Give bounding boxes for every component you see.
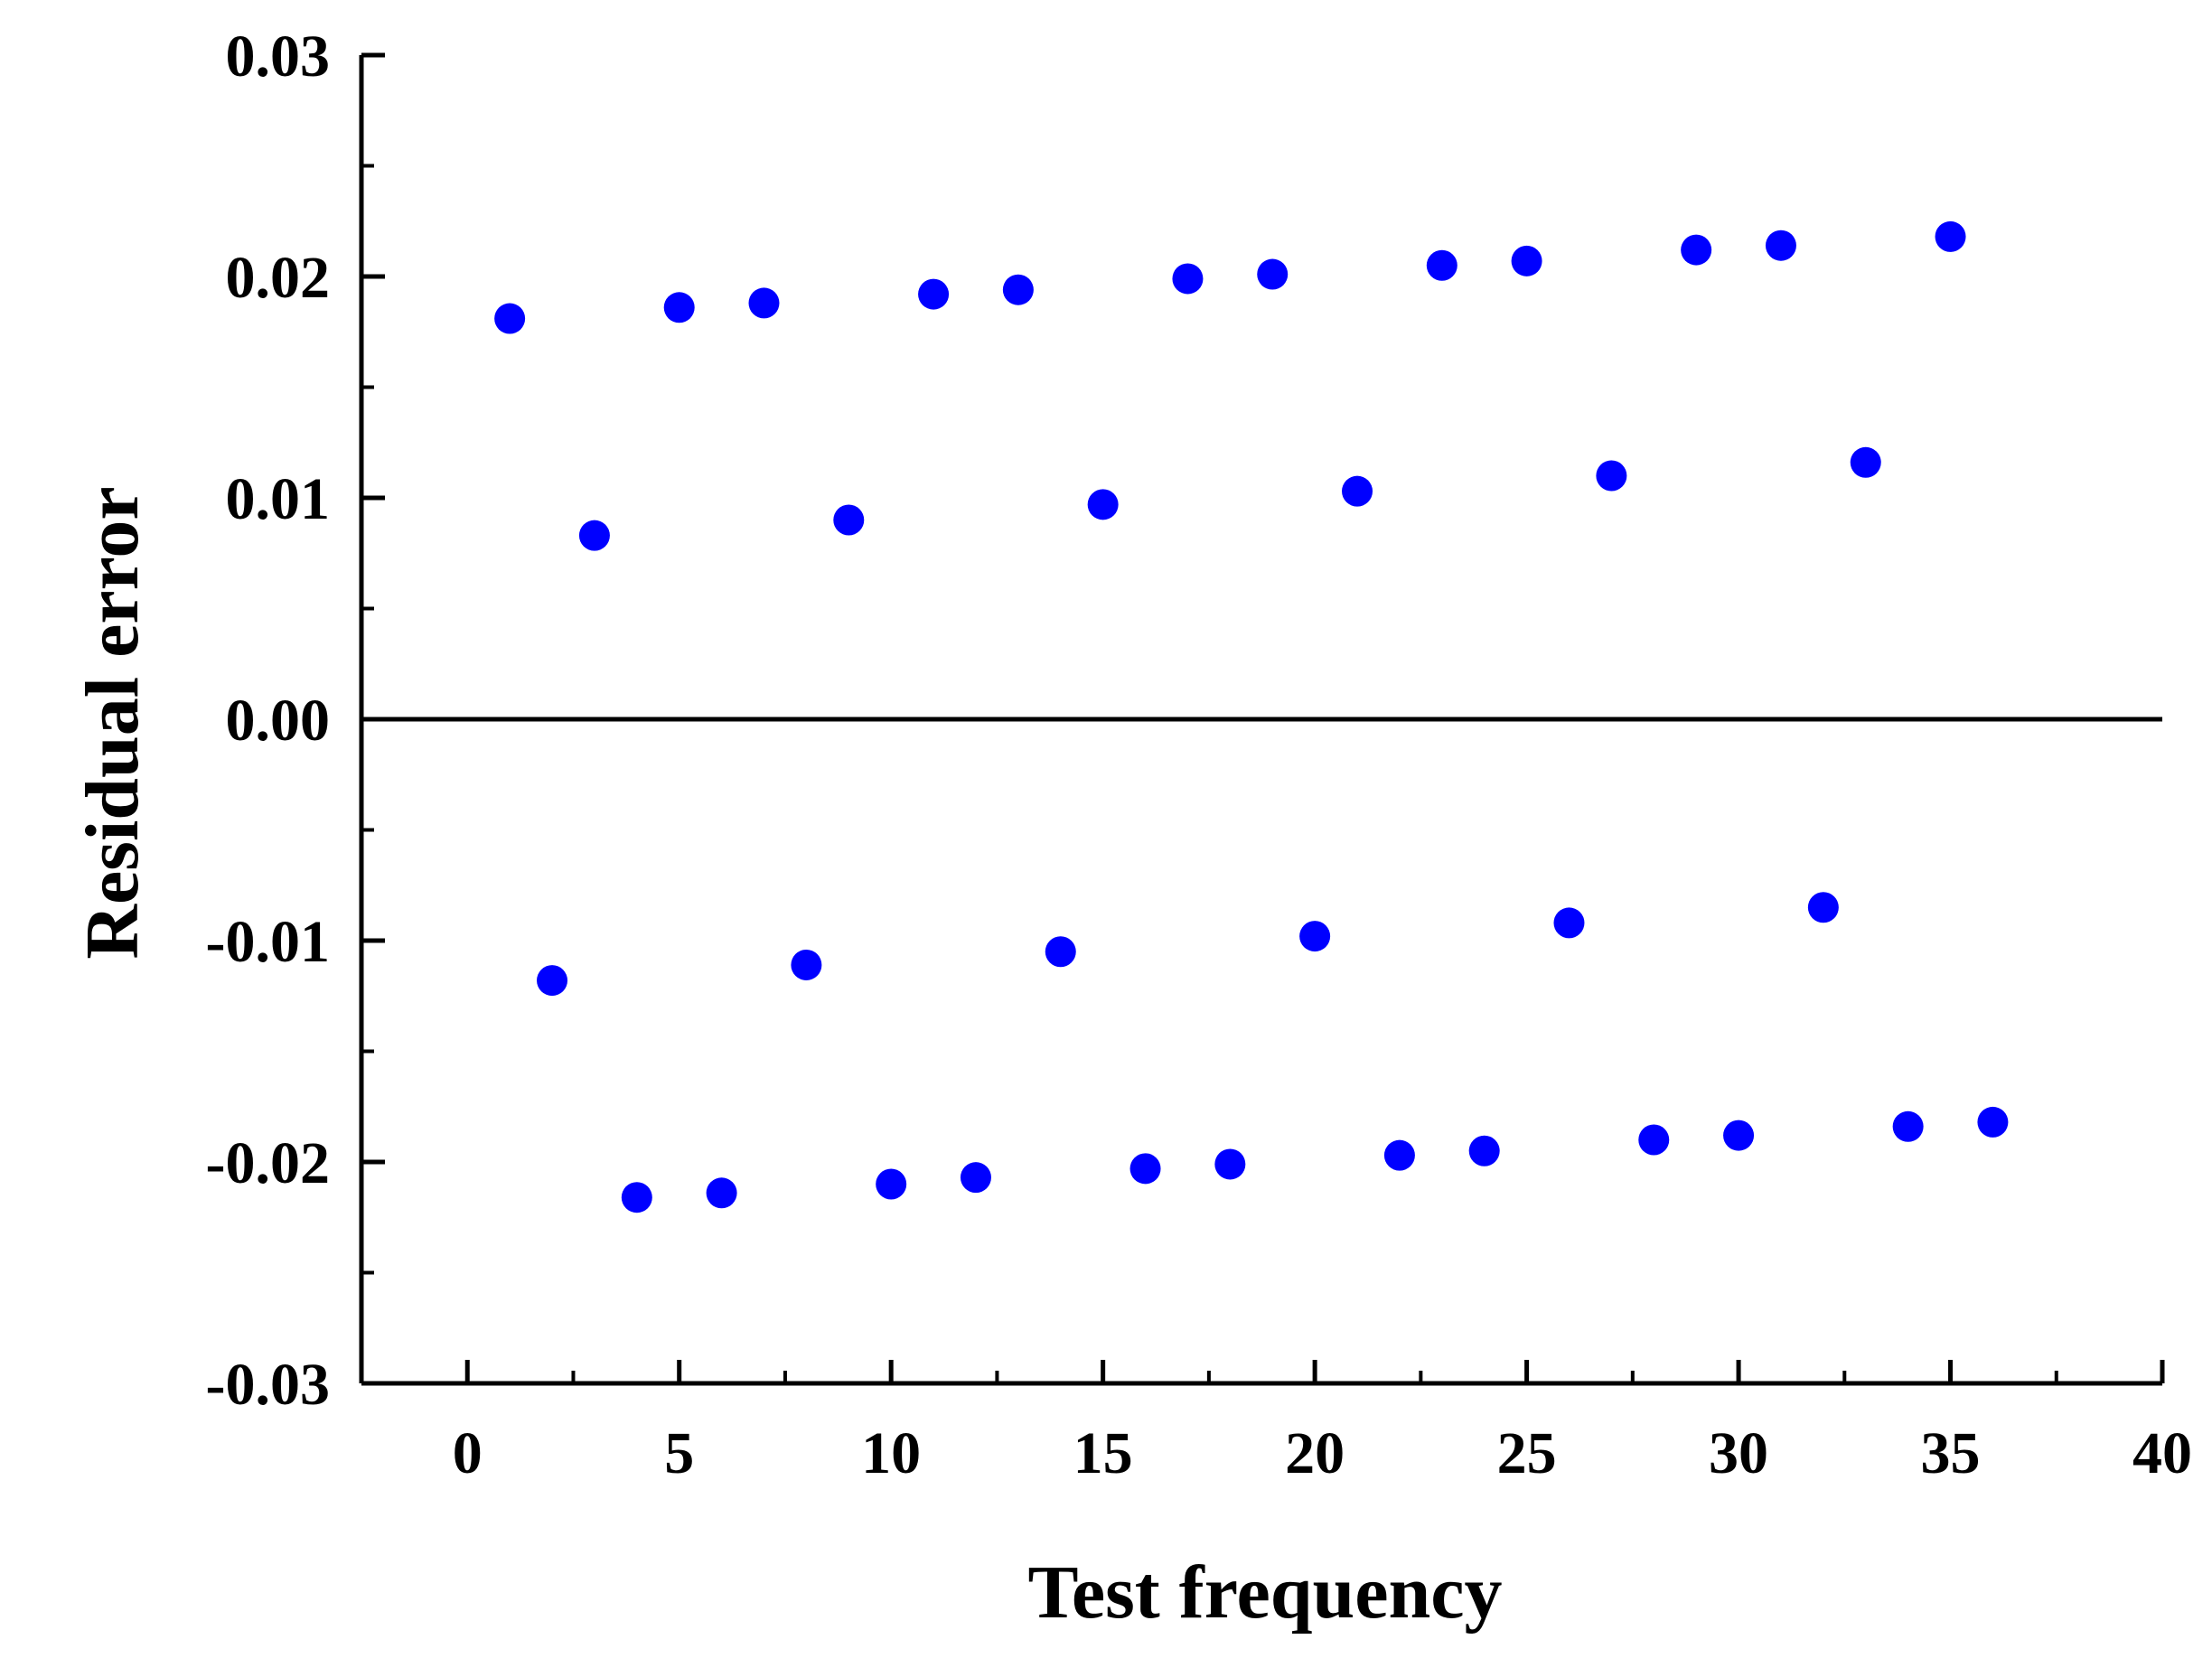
x-tick-label: 25 (1497, 1420, 1557, 1486)
data-point (1383, 1139, 1415, 1171)
data-point (748, 287, 780, 319)
data-point (1087, 489, 1119, 520)
y-tick-label: -0.01 (206, 909, 330, 975)
data-point (1299, 921, 1331, 952)
data-point (1342, 475, 1373, 507)
y-tick-label: 0.02 (226, 245, 331, 311)
x-tick-label: 5 (664, 1420, 694, 1486)
data-point (1807, 892, 1839, 923)
y-tick-label: 0.01 (226, 466, 331, 532)
data-points (494, 220, 2009, 1213)
x-tick-label: 40 (2132, 1420, 2192, 1486)
data-point (1129, 1153, 1161, 1185)
data-point (537, 965, 568, 997)
data-point (833, 504, 865, 536)
data-point (876, 1168, 907, 1200)
data-point (1638, 1124, 1670, 1156)
data-point (1002, 274, 1034, 305)
x-tick-label: 35 (1921, 1420, 1981, 1486)
data-point (494, 303, 526, 334)
data-point (1681, 234, 1712, 266)
data-point (706, 1177, 737, 1209)
y-axis-title: Residual error (70, 486, 155, 959)
data-point (1765, 230, 1796, 261)
ticks: 0 5 10 15 20 25 30 35 40 -0.03 -0.02 -0.01 0.00 0.01 0… (206, 23, 2192, 1486)
data-point (578, 520, 610, 551)
data-point (621, 1182, 652, 1213)
y-tick-label: -0.03 (206, 1352, 330, 1418)
x-tick-label: 30 (1709, 1420, 1768, 1486)
x-tick-label: 20 (1285, 1420, 1345, 1486)
y-tick-label: -0.02 (206, 1130, 330, 1196)
x-tick-label: 10 (861, 1420, 921, 1486)
data-point (1892, 1110, 1924, 1142)
data-point (1257, 258, 1289, 290)
y-tick-label: 0.03 (226, 23, 331, 89)
data-point (1553, 907, 1585, 939)
data-point (791, 949, 822, 980)
x-axis-title: Test frequency (1028, 1551, 1503, 1635)
x-tick-label: 15 (1073, 1420, 1133, 1486)
data-point (1935, 220, 1966, 252)
data-point (663, 292, 695, 323)
data-point (1850, 446, 1881, 478)
data-point (1214, 1148, 1246, 1180)
data-point (960, 1162, 991, 1194)
data-point (1723, 1120, 1755, 1151)
data-point (1511, 245, 1542, 276)
data-point (1172, 263, 1204, 295)
data-point (1426, 249, 1457, 281)
data-point (1045, 936, 1076, 968)
data-point (918, 278, 950, 310)
y-tick-label: 0.00 (226, 688, 331, 754)
data-point (1596, 460, 1627, 492)
x-tick-label: 0 (453, 1420, 483, 1486)
data-point (1977, 1106, 2009, 1138)
data-point (1468, 1135, 1500, 1166)
